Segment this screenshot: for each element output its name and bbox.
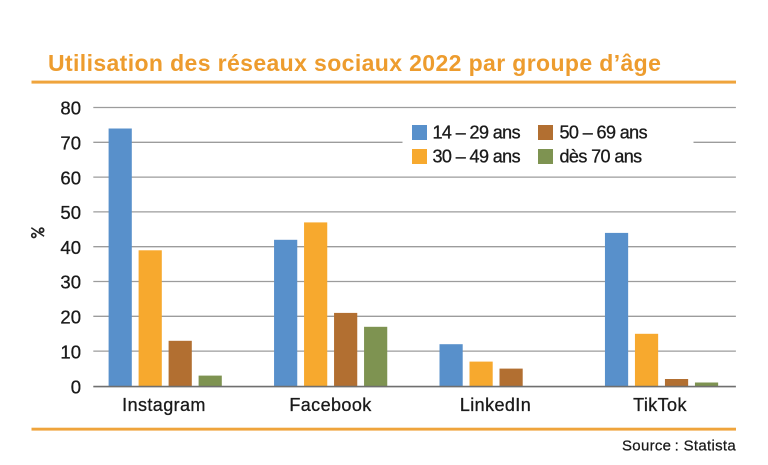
svg-text:10: 10 — [60, 341, 81, 362]
svg-text:Instagram: Instagram — [122, 395, 206, 415]
svg-text:30 – 49 ans: 30 – 49 ans — [433, 147, 521, 167]
svg-text:LinkedIn: LinkedIn — [460, 395, 531, 415]
svg-text:Facebook: Facebook — [289, 395, 372, 415]
svg-text:40: 40 — [60, 237, 81, 258]
svg-text:70: 70 — [60, 133, 81, 154]
svg-text:80: 80 — [60, 98, 81, 119]
svg-text:30: 30 — [60, 272, 81, 293]
svg-text:60: 60 — [60, 167, 81, 188]
svg-text:50: 50 — [60, 202, 81, 223]
svg-text:Utilisation des réseaux sociau: Utilisation des réseaux sociaux 2022 par… — [48, 50, 661, 76]
svg-text:14 – 29 ans: 14 – 29 ans — [433, 123, 521, 143]
svg-text:Source : Statista: Source : Statista — [622, 438, 736, 455]
svg-text:TikTok: TikTok — [633, 395, 687, 415]
svg-text:dès 70 ans: dès 70 ans — [560, 147, 643, 167]
svg-text:0: 0 — [71, 377, 81, 398]
svg-text:20: 20 — [60, 307, 81, 328]
svg-text:50 – 69 ans: 50 – 69 ans — [560, 123, 648, 143]
